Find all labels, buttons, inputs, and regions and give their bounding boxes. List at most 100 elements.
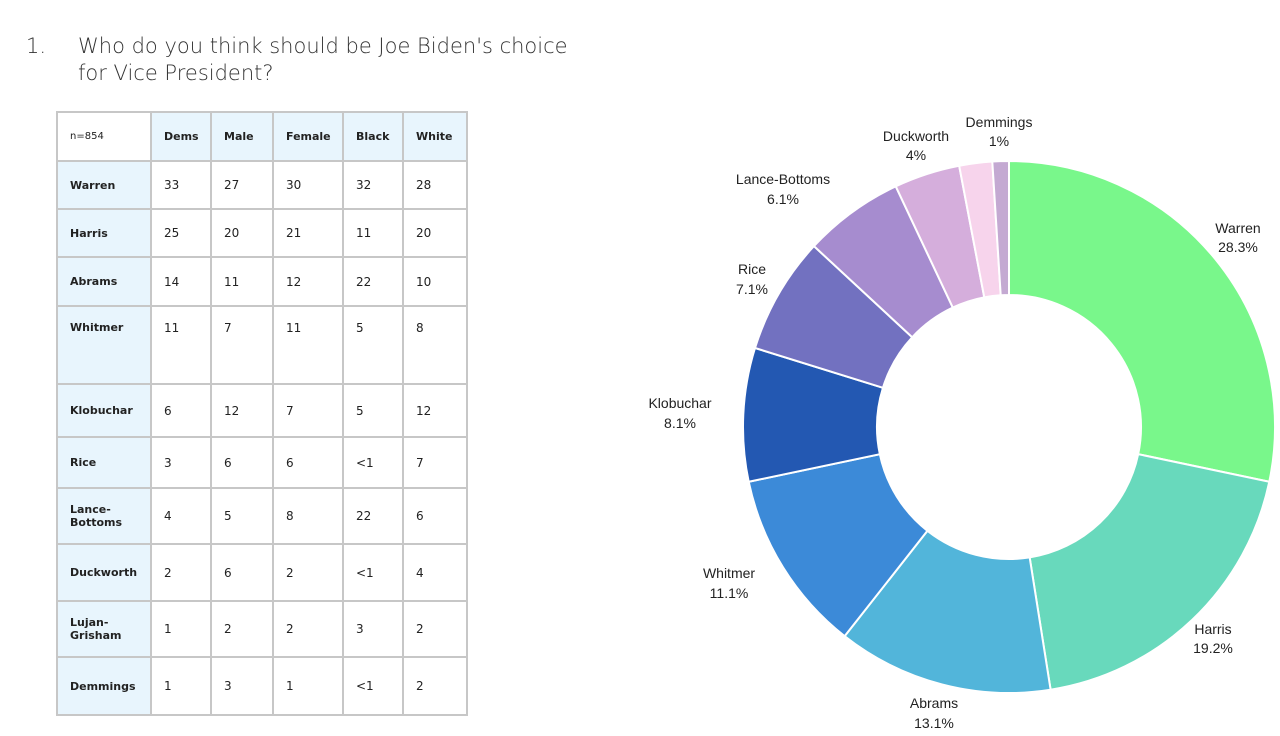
- column-header: Male: [210, 111, 274, 162]
- table-row: Demmings 1 3 1 <1 2: [56, 656, 468, 716]
- slice-value-label: 19.2%: [1193, 640, 1233, 656]
- row-header-line: Grisham: [70, 629, 122, 642]
- table-header-row: n=854 Dems Male Female Black White: [56, 111, 468, 162]
- table-cell: 8: [402, 305, 468, 385]
- sample-size-cell: n=854: [56, 111, 152, 162]
- donut-slice-harris: [1028, 452, 1271, 691]
- table-row: Abrams 14 11 12 22 10: [56, 256, 468, 307]
- table-cell: 20: [210, 208, 274, 258]
- table-cell: 1: [272, 656, 344, 716]
- table-cell: 3: [210, 656, 274, 716]
- table-cell: 7: [272, 383, 344, 438]
- row-header-cell: Warren: [56, 160, 152, 210]
- table-cell: 33: [150, 160, 212, 210]
- table-cell: 11: [150, 305, 212, 385]
- table-cell: 30: [272, 160, 344, 210]
- table-cell: 6: [210, 543, 274, 602]
- table-cell: 11: [272, 305, 344, 385]
- slice-label: Whitmer: [703, 565, 755, 581]
- row-header-cell: Rice: [56, 436, 152, 489]
- table-row: Duckworth 2 6 2 <1 4: [56, 543, 468, 602]
- table-cell: 5: [342, 305, 404, 385]
- results-table: n=854 Dems Male Female Black White Warre…: [56, 111, 468, 716]
- table-cell: 6: [210, 436, 274, 489]
- table-cell: 4: [402, 543, 468, 602]
- donut-chart: Warren 28.3% Harris 19.2% Abrams 13.1% Whitmer…: [648, 114, 1276, 731]
- question-number: 1.: [26, 34, 47, 58]
- table-cell: 22: [342, 487, 404, 545]
- row-header-cell: Duckworth: [56, 543, 152, 602]
- slice-label: Abrams: [910, 695, 958, 711]
- table-cell: 2: [272, 543, 344, 602]
- question-line-2: for Vice President?: [78, 61, 274, 85]
- table-cell: 2: [272, 600, 344, 658]
- row-header-cell: Abrams: [56, 256, 152, 307]
- table-cell: 2: [402, 600, 468, 658]
- table-cell: 25: [150, 208, 212, 258]
- slice-value-label: 7.1%: [736, 281, 768, 297]
- table-cell: 20: [402, 208, 468, 258]
- row-header-line: Lance-: [70, 503, 111, 516]
- slice-label: Demmings: [966, 114, 1033, 130]
- table-cell: 4: [150, 487, 212, 545]
- slice-value-label: 1%: [989, 133, 1009, 149]
- question-line-1: Who do you think should be Joe Biden's c…: [78, 34, 568, 58]
- table-row: Lance- Bottoms 4 5 8 22 6: [56, 487, 468, 545]
- table-cell: 7: [210, 305, 274, 385]
- column-header: Female: [272, 111, 344, 162]
- slice-label: Duckworth: [883, 128, 949, 144]
- row-header-cell: Lujan- Grisham: [56, 600, 152, 658]
- donut-slice-demmings: [991, 159, 1010, 297]
- table-cell: 22: [342, 256, 404, 307]
- table-cell: 2: [150, 543, 212, 602]
- table-cell: 21: [272, 208, 344, 258]
- slice-value-label: 8.1%: [664, 415, 696, 431]
- slice-value-label: 4%: [906, 147, 926, 163]
- slice-value-label: 11.1%: [710, 585, 749, 601]
- row-header-line: Bottoms: [70, 516, 123, 529]
- table-row: Klobuchar 6 12 7 5 12: [56, 383, 468, 438]
- table-cell: 7: [402, 436, 468, 489]
- table-row: Rice 3 6 6 <1 7: [56, 436, 468, 489]
- table-cell: 6: [402, 487, 468, 545]
- row-header-cell: Whitmer: [56, 305, 152, 385]
- donut-slice-warren: [1008, 159, 1276, 483]
- slice-label: Warren: [1215, 220, 1260, 236]
- row-header-cell: Demmings: [56, 656, 152, 716]
- table-cell: 6: [150, 383, 212, 438]
- question-text: Who do you think should be Joe Biden's c…: [78, 33, 598, 87]
- table-cell: <1: [342, 543, 404, 602]
- table-cell: 11: [342, 208, 404, 258]
- slice-label: Klobuchar: [648, 395, 711, 411]
- table-cell: 12: [402, 383, 468, 438]
- column-header: Black: [342, 111, 404, 162]
- table-cell: 2: [402, 656, 468, 716]
- table-cell: 12: [272, 256, 344, 307]
- slice-value-label: 28.3%: [1218, 239, 1258, 255]
- row-header-line: Lujan-: [70, 616, 109, 629]
- table-cell: <1: [342, 656, 404, 716]
- table-row: Harris 25 20 21 11 20: [56, 208, 468, 258]
- table-row: Warren 33 27 30 32 28: [56, 160, 468, 210]
- table-cell: 11: [210, 256, 274, 307]
- table-cell: 2: [210, 600, 274, 658]
- row-header-cell: Lance- Bottoms: [56, 487, 152, 545]
- table-row: Lujan- Grisham 1 2 2 3 2: [56, 600, 468, 658]
- table-row: Whitmer 11 7 11 5 8: [56, 305, 468, 385]
- table-cell: 14: [150, 256, 212, 307]
- table-cell: 1: [150, 600, 212, 658]
- table-cell: 1: [150, 656, 212, 716]
- table-cell: <1: [342, 436, 404, 489]
- table-cell: 27: [210, 160, 274, 210]
- table-cell: 28: [402, 160, 468, 210]
- slice-value-label: 6.1%: [767, 191, 799, 207]
- slice-value-label: 13.1%: [914, 715, 954, 731]
- column-header: Dems: [150, 111, 212, 162]
- table-cell: 6: [272, 436, 344, 489]
- table-cell: 3: [150, 436, 212, 489]
- slice-label: Rice: [738, 261, 766, 277]
- table-cell: 5: [210, 487, 274, 545]
- table-cell: 12: [210, 383, 274, 438]
- row-header-cell: Klobuchar: [56, 383, 152, 438]
- row-header-cell: Harris: [56, 208, 152, 258]
